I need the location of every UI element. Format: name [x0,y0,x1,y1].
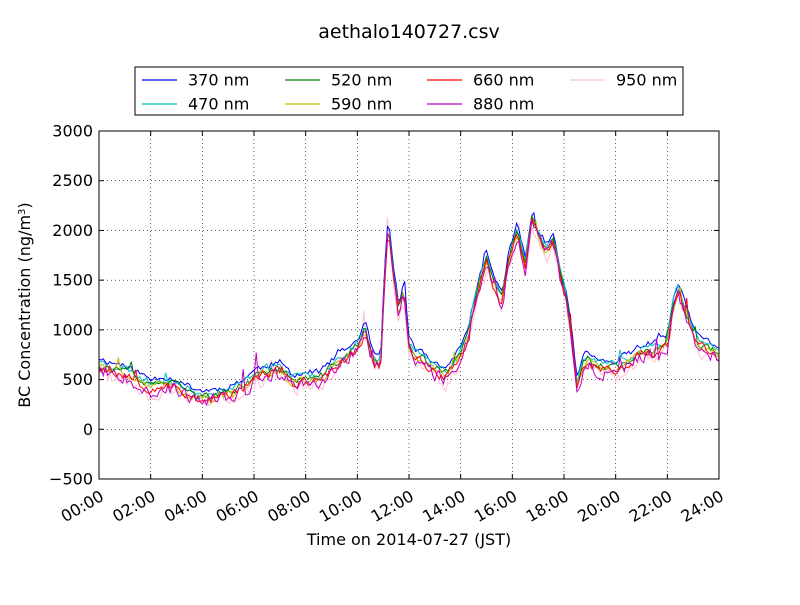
x-tick-label: 22:00 [626,486,675,526]
x-tick-label: 00:00 [58,486,107,526]
x-tick-label: 18:00 [523,486,572,526]
y-tick-label: 0 [83,420,93,439]
series-line-590-nm [98,218,720,404]
x-tick-label: 12:00 [368,486,417,526]
x-axis-label: Time on 2014-07-27 (JST) [306,530,511,549]
legend-frame [134,66,684,116]
y-tick-label: 3000 [52,122,93,141]
x-tick-label: 02:00 [109,486,158,526]
x-tick-label: 16:00 [471,486,520,526]
x-tick-label: 06:00 [213,486,262,526]
x-tick-label: 20:00 [574,486,623,526]
y-axis-label-base: BC Concentration (ng/m [15,215,34,408]
legend-label: 950 nm [616,71,677,90]
legend-label: 880 nm [473,95,534,114]
y-tick-label: 500 [62,370,93,389]
legend-label: 370 nm [188,71,249,90]
y-tick-label: 2500 [52,171,93,190]
y-axis-label: BC Concentration (ng/m3) [15,202,34,407]
x-tick-label: 14:00 [419,486,468,526]
grid-layer [99,131,719,479]
y-tick-label: 2000 [52,221,93,240]
y-tick-label: 1000 [52,320,93,339]
x-tick-label: 04:00 [161,486,210,526]
series-line-880-nm [98,220,720,407]
legend-label: 470 nm [188,95,249,114]
chart-title: aethalo140727.csv [318,21,500,43]
series-layer [98,211,720,407]
legend-label: 520 nm [331,71,392,90]
y-axis-label-sup: 3 [17,209,28,215]
y-tick-label: −500 [49,470,93,489]
legend-items: 370 nm 470 nm 520 nm 590 nm 660 nm 880 nm 950 … [142,71,677,114]
legend-label: 660 nm [473,71,534,90]
x-tick-label: 08:00 [264,486,313,526]
legend: 370 nm 470 nm 520 nm 590 nm 660 nm 880 nm 950 … [134,66,684,116]
x-tick-label: 10:00 [316,486,365,526]
y-axis-label-tail: ) [15,202,34,208]
x-tick-label: 24:00 [678,486,727,526]
y-tick-label: 1500 [52,271,93,290]
legend-label: 590 nm [331,95,392,114]
